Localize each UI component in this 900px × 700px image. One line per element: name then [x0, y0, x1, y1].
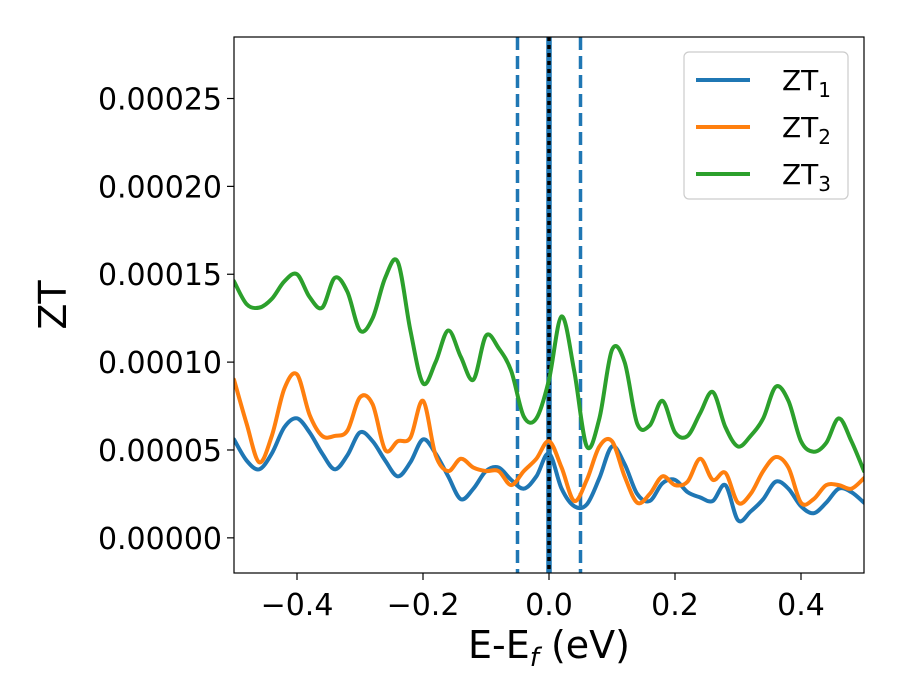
y-tick-label: 0.00005: [98, 434, 222, 469]
series-line-1: [234, 416, 864, 524]
x-axis-ticks: −0.4 −0.2 0.0 0.2 0.4: [261, 573, 825, 623]
y-tick-label: 0.00015: [98, 258, 222, 293]
x-tick-label: −0.2: [387, 588, 460, 623]
x-tick-label: −0.4: [261, 588, 334, 623]
legend-label-3: ZT3: [782, 158, 831, 196]
y-tick-label: 0.00025: [98, 83, 222, 118]
series-lines: [234, 257, 864, 524]
x-tick-label: 0.2: [651, 588, 699, 623]
x-axis-title-main: E-E: [468, 623, 530, 667]
y-tick-label: 0.00010: [98, 346, 222, 381]
y-tick-label: 0.00020: [98, 170, 222, 205]
series-line-2: [234, 371, 864, 507]
x-axis-title: E-Ef (eV): [468, 623, 630, 673]
x-axis-title-unit: (eV): [539, 623, 630, 667]
legend-label-2: ZT2: [782, 111, 831, 149]
y-axis-title: ZT: [31, 280, 75, 330]
x-tick-label: 0.4: [777, 588, 825, 623]
legend: ZT1 ZT2 ZT3: [683, 51, 849, 200]
y-tick-label: 0.00000: [98, 522, 222, 557]
x-tick-label: 0.0: [525, 588, 573, 623]
legend-box: [683, 51, 849, 200]
series-line-3: [234, 257, 864, 474]
legend-label-1: ZT1: [782, 64, 831, 102]
y-axis-ticks: 0.00000 0.00005 0.00010 0.00015 0.00020 0.000…: [98, 83, 234, 557]
